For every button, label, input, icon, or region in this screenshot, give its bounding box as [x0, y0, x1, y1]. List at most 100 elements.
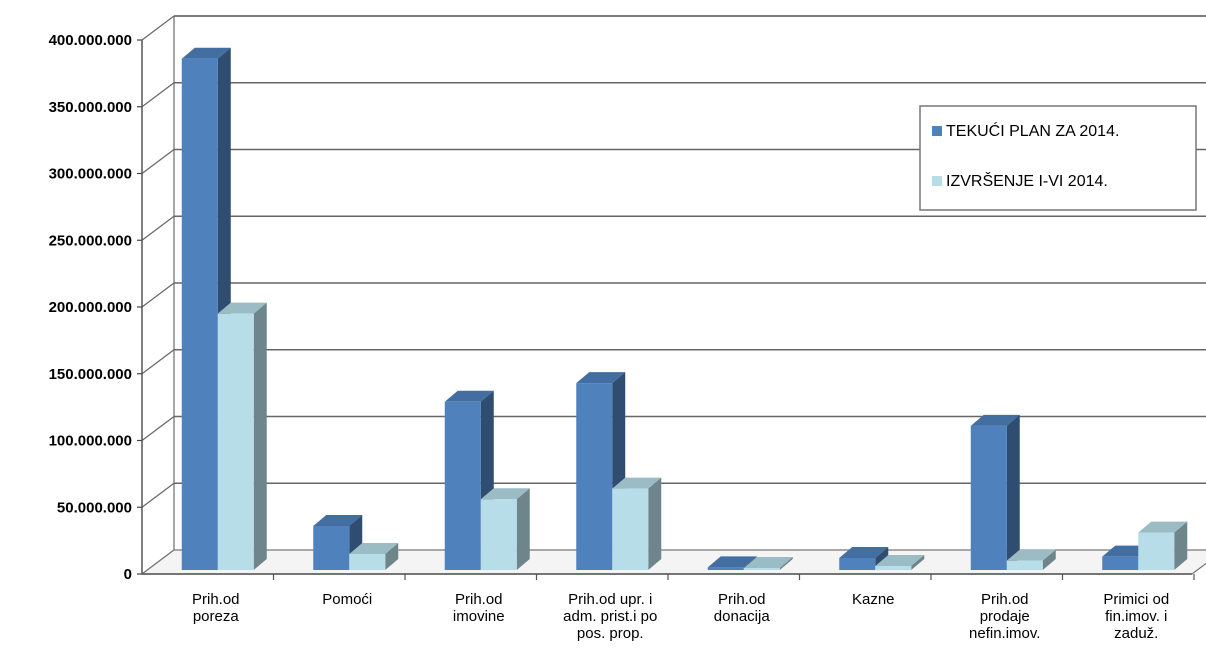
gridline-diagonal	[141, 482, 175, 508]
bar-front	[707, 567, 744, 570]
bar-side	[1042, 549, 1056, 570]
y-tick-label: 150.000.000	[49, 366, 132, 383]
y-tick-label: 100.000.000	[49, 433, 132, 450]
y-tick-label: 50.000.000	[57, 499, 132, 516]
bar-top	[444, 390, 494, 402]
bar-front	[970, 425, 1007, 570]
gridline-diagonal	[141, 82, 175, 108]
bar-top	[970, 414, 1020, 426]
bar-front	[1138, 532, 1175, 570]
bar	[1138, 521, 1188, 570]
x-tick-label-line: Pomoći	[322, 591, 372, 608]
bar-top	[743, 557, 793, 568]
x-tick-label-line: pos. prop.	[577, 625, 644, 642]
bar-front	[444, 401, 481, 570]
x-tick-label: Prih.od imovine	[453, 591, 505, 625]
bar-side	[779, 557, 793, 570]
y-tick-label: 250.000.000	[49, 232, 132, 249]
bar-side	[516, 488, 530, 570]
legend-label: IZVRŠENJE I-VI 2014.	[946, 171, 1108, 190]
bars-layer	[181, 47, 1188, 570]
x-tick-label-line: Prih.od	[192, 591, 240, 608]
bar-side	[1006, 414, 1020, 570]
bar	[612, 477, 662, 570]
bar-front	[576, 383, 613, 570]
legend: TEKUĆI PLAN ZA 2014. IZVRŠENJE I-VI 2014.	[919, 105, 1197, 211]
grid-layer	[140, 15, 1206, 575]
bar	[349, 542, 399, 570]
bar-front	[875, 565, 912, 570]
bar-top	[1006, 549, 1056, 561]
legend-label: TEKUĆI PLAN ZA 2014.	[946, 121, 1119, 140]
gridline-diagonal	[141, 149, 175, 174]
bar-top	[217, 302, 267, 314]
bar-side	[648, 477, 662, 570]
bar-top	[839, 546, 889, 558]
bar-front	[480, 499, 517, 570]
bar	[217, 302, 267, 570]
bar-front	[839, 557, 876, 570]
bar-front	[1006, 560, 1043, 570]
bar-side	[385, 542, 399, 570]
bar-front	[217, 313, 254, 570]
x-tick-label-line: Prih.od	[981, 591, 1029, 608]
bar-top	[181, 47, 231, 59]
x-tick-label-line: fin.imov. i	[1105, 608, 1167, 625]
gridline-diagonal	[141, 15, 175, 41]
bar-top	[612, 477, 662, 489]
bar-front	[181, 58, 218, 570]
x-tick-label-line: nefin.imov.	[969, 625, 1040, 642]
x-tick-label-line: imovine	[453, 608, 505, 625]
x-tick-label: Kazne	[852, 591, 895, 608]
x-tick-label: Primici od fin.imov. i zaduž.	[1103, 591, 1169, 642]
x-tick-label-line: poreza	[193, 608, 240, 625]
x-tick-label-line: adm. prist.i po	[563, 608, 657, 625]
bar-top	[480, 488, 530, 500]
y-tick-label: 200.000.000	[49, 299, 132, 316]
bar	[970, 414, 1020, 570]
x-tick-label-line: Prih.od upr. i	[568, 591, 652, 608]
x-tick-label: Prih.od donacija	[714, 591, 771, 625]
x-tick-label-line: Primici od	[1103, 591, 1169, 608]
bar-top	[349, 542, 399, 554]
bar	[875, 554, 925, 570]
bar-front	[349, 553, 386, 570]
gridline-diagonal	[141, 349, 175, 375]
x-tick-label-line: zaduž.	[1114, 625, 1158, 642]
gridline-diagonal	[141, 215, 175, 241]
bar-front	[1102, 556, 1139, 570]
bar-top	[313, 514, 363, 526]
bar-top	[1138, 521, 1188, 533]
y-tick-label: 300.000.000	[49, 166, 132, 183]
bar	[1006, 549, 1056, 570]
gridline-diagonal	[141, 282, 175, 308]
bar-top	[875, 554, 925, 566]
x-tick-label: Prih.od poreza	[192, 591, 240, 625]
x-tick-label: Prih.od prodaje nefin.imov.	[969, 591, 1040, 642]
x-tick-label-line: Kazne	[852, 591, 895, 608]
bar-top	[576, 372, 626, 384]
bar-top	[707, 556, 757, 568]
x-tick-label: Prih.od upr. i adm. prist.i po pos. prop.	[563, 591, 657, 642]
y-tick-label: 400.000.000	[49, 32, 132, 49]
bar-side	[1174, 521, 1188, 570]
x-tick-label-line: Prih.od	[718, 591, 766, 608]
gridline-diagonal	[141, 416, 175, 441]
y-tick-label: 0	[124, 566, 132, 583]
bar-front	[743, 568, 780, 570]
bar-side	[911, 554, 925, 570]
bar	[839, 546, 889, 570]
bar-front	[612, 488, 649, 570]
legend-swatch	[932, 126, 942, 136]
legend-swatch	[932, 176, 942, 186]
x-tick-label-line: donacija	[714, 608, 771, 625]
bar	[480, 488, 530, 570]
bar	[743, 557, 793, 570]
bar-side	[253, 302, 267, 570]
bar-front	[313, 525, 350, 570]
y-tick-label: 350.000.000	[49, 99, 132, 116]
legend-box	[919, 105, 1197, 211]
x-tick-label-line: prodaje	[980, 608, 1030, 625]
